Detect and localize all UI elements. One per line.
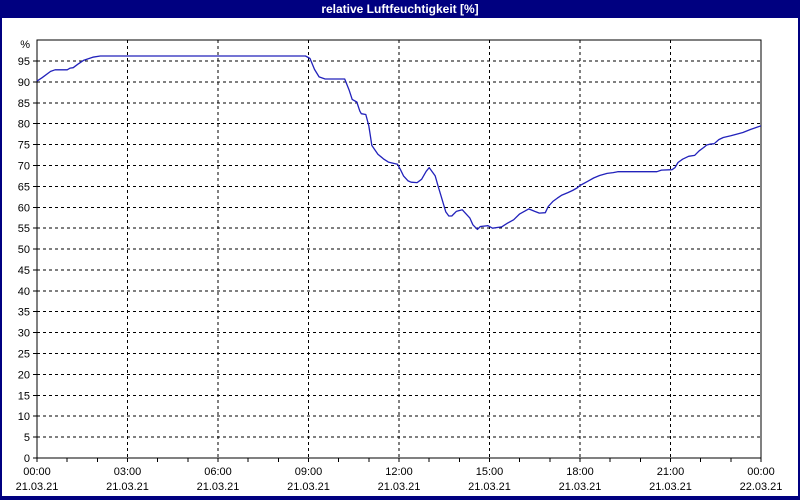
- x-date-label: 21.03.21: [649, 481, 692, 493]
- y-tick-label: 25: [18, 349, 30, 361]
- humidity-chart: 0 5 10 15 20 25 30 35 40 45 50 55 60 65 70 75 80 85 90 95% 0…: [16, 39, 783, 493]
- x-date-label: 21.03.21: [468, 481, 511, 493]
- x-time-label: 12:00: [385, 466, 413, 478]
- x-date-label: 22.03.21: [740, 481, 783, 493]
- x-time-label: 06:00: [204, 466, 232, 478]
- x-date-label: 21.03.21: [106, 481, 149, 493]
- y-tick-label: 20: [18, 369, 30, 381]
- y-tick-label: 45: [18, 265, 30, 277]
- x-time-label: 00:00: [23, 466, 51, 478]
- y-tick-label: 85: [18, 98, 30, 110]
- y-tick-label: 35: [18, 307, 30, 319]
- x-date-label: 21.03.21: [16, 481, 59, 493]
- y-tick-label: 65: [18, 181, 30, 193]
- x-date-label: 21.03.21: [378, 481, 421, 493]
- x-time-label: 21:00: [657, 466, 685, 478]
- x-time-label: 15:00: [476, 466, 504, 478]
- y-tick-label: 90: [18, 77, 30, 89]
- y-tick-label: 80: [18, 119, 30, 131]
- y-tick-label: 55: [18, 223, 30, 235]
- y-tick-label: 5: [24, 432, 30, 444]
- x-time-label: 00:00: [747, 466, 775, 478]
- x-time-label: 09:00: [295, 466, 323, 478]
- y-tick-label: 50: [18, 244, 30, 256]
- x-time-label: 18:00: [566, 466, 594, 478]
- y-tick-label: 30: [18, 328, 30, 340]
- chart-area: 0 5 10 15 20 25 30 35 40 45 50 55 60 65 70 75 80 85 90 95% 0…: [2, 18, 798, 496]
- x-time-label: 03:00: [114, 466, 142, 478]
- y-tick-label: 40: [18, 286, 30, 298]
- x-date-label: 21.03.21: [197, 481, 240, 493]
- y-unit-label: %: [20, 39, 30, 51]
- y-tick-label: 15: [18, 390, 30, 402]
- y-tick-label: 95: [18, 56, 30, 68]
- y-tick-label: 75: [18, 140, 30, 152]
- y-tick-label: 10: [18, 411, 30, 423]
- y-tick-label: 0: [24, 453, 30, 465]
- window-title: relative Luftfeuchtigkeit [%]: [321, 2, 479, 16]
- humidity-series-line: [36, 55, 762, 231]
- y-tick-label: 60: [18, 202, 30, 214]
- x-date-label: 21.03.21: [287, 481, 330, 493]
- y-tick-label: 70: [18, 160, 30, 172]
- x-date-label: 21.03.21: [559, 481, 602, 493]
- window-titlebar: relative Luftfeuchtigkeit [%]: [0, 0, 800, 18]
